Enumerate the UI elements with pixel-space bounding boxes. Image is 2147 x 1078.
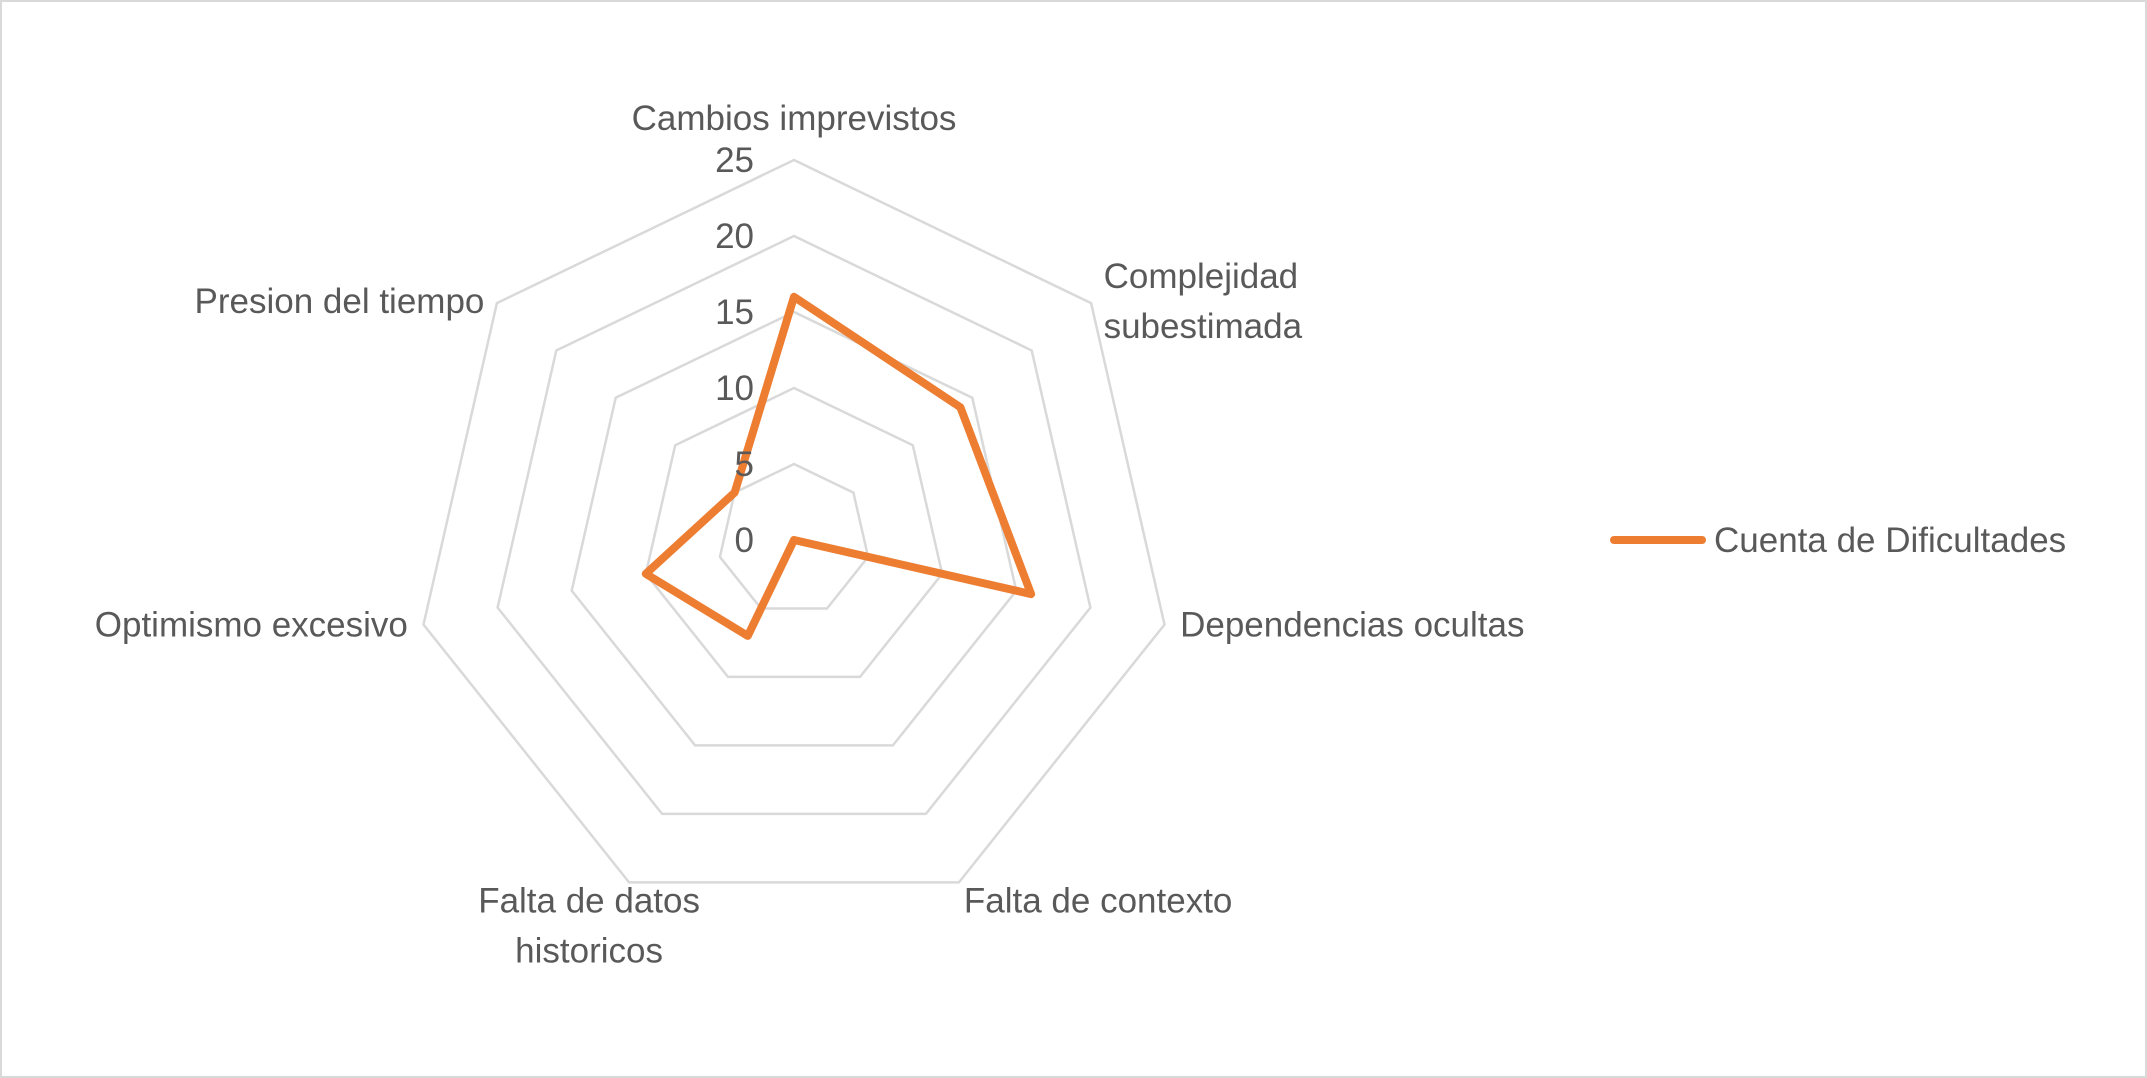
tick-label-20: 20	[715, 217, 754, 256]
category-label-2: Dependencias ocultas	[1180, 606, 1524, 645]
category-label-line: Optimismo excesivo	[95, 606, 408, 645]
tick-label-0: 0	[735, 521, 754, 560]
data-point-2	[1030, 593, 1032, 595]
category-label-line: Falta de datos	[478, 881, 700, 920]
radar-series	[641, 292, 1036, 640]
data-point-3	[793, 539, 795, 541]
tick-label-25: 25	[715, 141, 754, 180]
grid-ring-15	[570, 310, 1018, 747]
category-label-line: Dependencias ocultas	[1180, 606, 1524, 645]
tick-label-15: 15	[715, 293, 754, 332]
category-label-6: Presion del tiempo	[195, 282, 485, 321]
legend: Cuenta de Dificultades	[1610, 521, 2066, 560]
category-label-3: Falta de contexto	[964, 881, 1233, 920]
tick-label-10: 10	[715, 369, 754, 408]
grid-ring-25	[422, 158, 1166, 884]
category-label-line: historicos	[515, 931, 663, 970]
data-point-4	[747, 635, 749, 637]
grid-ring-20	[496, 234, 1092, 816]
category-label-5: Optimismo excesivo	[95, 606, 408, 645]
grid-ring-10	[644, 386, 944, 679]
data-point-0	[793, 296, 795, 298]
radar-category-labels: Cambios imprevistos Complejidad subestimad…	[95, 99, 1525, 970]
series-line-0	[641, 292, 1036, 640]
category-label-0: Cambios imprevistos	[632, 99, 957, 138]
radar-grid	[422, 158, 1166, 884]
legend-label: Cuenta de Dificultades	[1714, 521, 2066, 560]
data-point-5	[645, 573, 647, 575]
tick-label-5: 5	[735, 445, 754, 484]
category-label-1: Complejidad subestimada	[1104, 257, 1303, 346]
category-label-line: Presion del tiempo	[195, 282, 485, 321]
category-label-line: Cambios imprevistos	[632, 99, 957, 138]
data-point-6	[734, 492, 736, 494]
category-label-line: Complejidad	[1104, 257, 1299, 296]
radar-tick-labels: 0 5 10 15 20 25	[715, 141, 754, 560]
data-point-1	[959, 406, 961, 408]
grid-ring-5	[718, 462, 870, 610]
category-label-line: Falta de contexto	[964, 881, 1233, 920]
category-label-4: Falta de datos historicos	[478, 881, 700, 970]
category-label-line: subestimada	[1104, 307, 1303, 346]
